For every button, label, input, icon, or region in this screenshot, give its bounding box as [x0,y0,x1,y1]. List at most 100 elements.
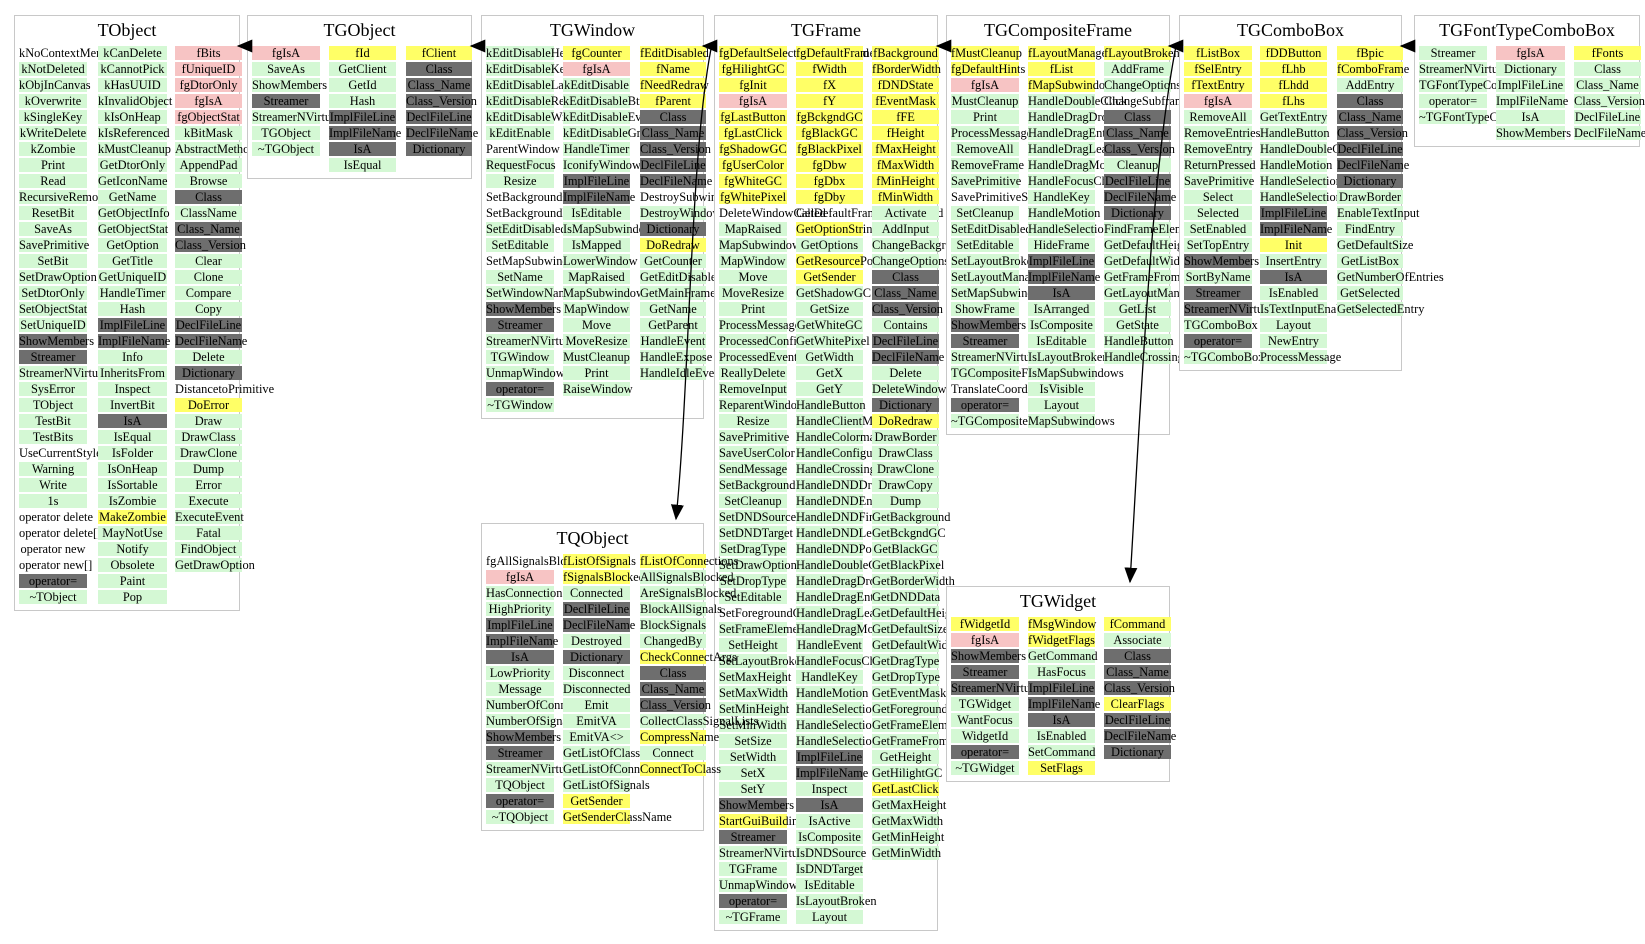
class-member[interactable]: DrawBorder [872,430,939,444]
class-member[interactable]: kBitMask [175,126,242,140]
class-member[interactable]: Warning [19,462,87,476]
class-member[interactable]: IsA [796,798,863,812]
class-member[interactable]: GetMaxWidth [872,814,944,828]
class-member[interactable]: HandleTimer [563,142,630,156]
class-member[interactable]: operator= [719,894,787,908]
class-member[interactable]: MoveResize [719,286,787,300]
class-member[interactable]: Class_Version [872,302,943,316]
class-member[interactable]: ImplFileName [329,126,402,140]
class-member[interactable]: Print [719,302,787,316]
class-member[interactable]: RequestFocus [486,158,556,172]
class-member[interactable]: GetDefaultHeight [872,606,961,620]
class-member[interactable]: ParentWindow [486,142,560,156]
class-member[interactable]: IsA [329,142,396,156]
class-member[interactable]: Print [19,158,87,172]
class-member[interactable]: Browse [175,174,242,188]
class-member[interactable]: DeleteWindowCalled [719,206,826,220]
class-member[interactable]: StreamerNVirtual [19,366,108,380]
class-member[interactable]: kIsReferenced [98,126,170,140]
class-member[interactable]: kHasUUID [98,78,167,92]
class-member[interactable]: ~TObject [19,590,87,604]
class-member[interactable]: GetDNDData [872,590,941,604]
class-member[interactable]: SetMinHeight [719,702,790,716]
class-member[interactable]: fgBckgndGC [796,110,863,124]
class-member[interactable]: DeclFileName [640,174,713,188]
class-member[interactable]: HandleMotion [796,686,869,700]
class-member[interactable]: fgUserColor [719,158,787,172]
class-member[interactable]: HandleDNDEnter [796,494,886,508]
class-member[interactable]: Obsolete [98,558,167,572]
class-member[interactable]: SavePrimitive [19,238,90,252]
class-member[interactable]: SetDNDTarget [719,526,793,540]
class-member[interactable]: DeclFileName [406,126,479,140]
class-member[interactable]: HandleTimer [98,286,167,300]
class-member[interactable]: InheritsFrom [98,366,167,380]
class-member[interactable]: GetEventMask [872,686,947,700]
class-member[interactable]: TGFrame [719,862,787,876]
class-member[interactable]: GetOptionString [796,222,879,236]
class-member[interactable]: TestBit [19,414,87,428]
class-member[interactable]: MapRaised [719,222,787,236]
class-member[interactable]: operator new [20,542,86,556]
class-member[interactable]: Activate [872,206,939,220]
class-member[interactable]: ProcessedEvent [719,350,798,364]
class-member[interactable]: Class_Version [175,238,246,252]
class-member[interactable]: HandleDNDLeave [796,526,889,540]
class-member[interactable]: Error [175,478,242,492]
class-member[interactable]: GetDefaultSize [872,622,949,636]
class-member[interactable]: Dump [872,494,939,508]
class-member[interactable]: fParent [640,94,706,108]
class-member[interactable]: GetOptions [796,238,863,252]
class-member[interactable]: HandleEvent [796,638,863,652]
class-member[interactable]: GetWhiteGC [796,318,863,332]
class-member[interactable]: GetMinHeight [872,830,945,844]
class-member[interactable]: TestBits [19,430,87,444]
class-member[interactable]: IsMapSubwindows [563,222,659,236]
class-member[interactable]: SetEditable [951,238,1019,252]
class-member[interactable]: SetDNDSource [719,510,797,524]
class-member[interactable]: HandleDragEnter [796,590,884,604]
class-member[interactable]: Inspect [98,382,167,396]
class-member[interactable]: kNoContextMenu [19,46,109,60]
class-member[interactable]: IsZombie [98,494,167,508]
class-member[interactable]: IsEqual [329,158,396,172]
class-member[interactable]: HandleDNDDrop [796,478,885,492]
class-member[interactable]: fDNDState [872,78,939,92]
class-member[interactable]: fgObjectStat [175,110,242,124]
class-member[interactable]: IsFolder [98,446,167,460]
class-member[interactable]: GetMaxHeight [872,798,947,812]
class-member[interactable]: fgIsA [719,94,787,108]
class-member[interactable]: DeclFileLine [406,110,472,124]
class-member[interactable]: GetLastClick [872,782,939,796]
class-member[interactable]: Print [563,366,630,380]
class-member[interactable]: TGWindow [486,350,554,364]
class-member[interactable]: GetBckgndGC [872,526,946,540]
class-member[interactable]: ReparentWindow [719,398,806,412]
class-member[interactable]: SendMessage [719,462,788,476]
class-member[interactable]: fEditDisabled [640,46,709,60]
class-member[interactable]: ProcessMessage [719,318,801,332]
class-member[interactable]: fgDbw [796,158,863,172]
class-member[interactable]: SetDtorOnly [19,286,87,300]
class-member[interactable]: 1s [19,494,87,508]
class-member[interactable]: IsActive [796,814,863,828]
class-member[interactable]: InvertBit [98,398,167,412]
class-member[interactable]: ExecuteEvent [175,510,244,524]
class-member[interactable]: ProcessMessage [951,126,1033,140]
class-member[interactable]: Draw [175,414,242,428]
class-member[interactable]: MapWindow [719,254,787,268]
class-member[interactable]: SetDragType [719,542,787,556]
class-member[interactable]: ~TGObject [252,142,320,156]
class-member[interactable]: SavePrimitive [719,430,790,444]
class-member[interactable]: kEditDisableHeight [486,46,585,60]
class-member[interactable]: Dump [175,462,242,476]
class-member[interactable]: RemoveInput [719,382,787,396]
class-member[interactable]: MapWindow [563,302,630,316]
class-member[interactable]: fUniqueID [175,62,242,76]
class-member[interactable]: GetDragType [872,654,940,668]
class-member[interactable]: kEditDisable [563,78,630,92]
class-member[interactable]: Dictionary [640,222,706,236]
class-member[interactable]: fHeight [872,126,939,140]
class-member[interactable]: TGObject [252,126,320,140]
class-member[interactable]: Class_Version [640,142,711,156]
